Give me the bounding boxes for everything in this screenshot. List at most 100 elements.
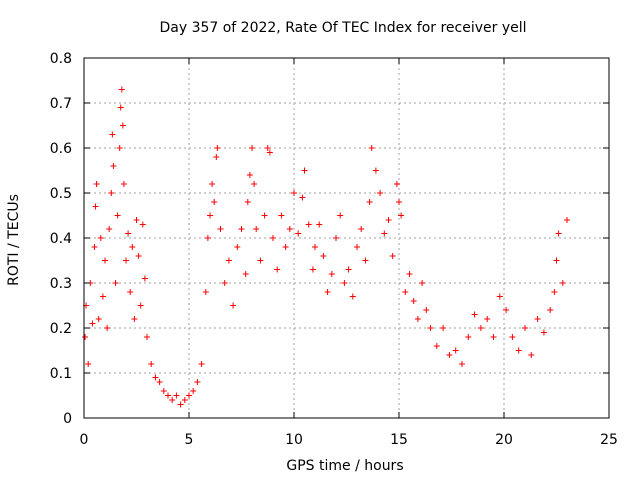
data-point <box>95 316 102 322</box>
data-point <box>249 145 255 151</box>
data-point <box>465 334 472 340</box>
data-point <box>393 181 400 187</box>
data-point <box>207 212 213 219</box>
data-point <box>135 253 142 259</box>
data-point <box>202 289 209 295</box>
x-tick-label: 10 <box>285 432 303 448</box>
data-point <box>127 289 134 295</box>
data-point <box>337 212 344 219</box>
data-point <box>309 266 316 273</box>
data-point <box>551 289 558 295</box>
x-tick-label: 5 <box>185 432 194 448</box>
data-points <box>82 86 570 408</box>
data-point <box>102 257 108 264</box>
data-point <box>137 302 144 309</box>
data-point <box>274 266 281 273</box>
data-point <box>160 388 167 394</box>
y-tick-label: 0.3 <box>50 276 72 292</box>
data-point <box>503 307 510 313</box>
data-point <box>82 334 89 340</box>
data-point <box>131 316 138 322</box>
data-point <box>349 293 356 300</box>
data-point <box>471 311 478 318</box>
data-point <box>118 86 125 93</box>
data-point <box>522 325 528 331</box>
data-point <box>534 316 541 322</box>
data-point <box>372 167 379 174</box>
data-point <box>93 181 100 187</box>
data-point <box>381 230 388 237</box>
data-point <box>92 203 99 210</box>
data-point <box>366 199 373 205</box>
data-point <box>433 343 440 349</box>
data-point <box>291 190 297 196</box>
data-point <box>264 145 271 151</box>
data-point <box>496 293 503 300</box>
data-point <box>341 280 348 286</box>
x-tick-label: 15 <box>390 432 408 448</box>
data-point <box>257 257 264 264</box>
data-point <box>406 271 413 277</box>
data-point <box>377 190 384 196</box>
data-point <box>109 131 116 138</box>
data-point <box>354 244 360 250</box>
data-point <box>104 325 111 331</box>
data-point <box>555 230 562 237</box>
data-point <box>385 217 392 223</box>
data-point <box>186 392 192 399</box>
y-tick-label: 0.5 <box>50 186 72 202</box>
data-point <box>490 334 497 340</box>
data-point <box>221 280 228 286</box>
data-point <box>301 167 308 174</box>
data-point <box>320 253 327 259</box>
data-point <box>564 217 570 223</box>
y-tick-label: 0.7 <box>50 96 72 112</box>
y-tick-label: 0.6 <box>50 141 72 157</box>
data-point <box>234 244 241 250</box>
y-tick-label: 0.2 <box>50 321 72 337</box>
data-point <box>119 122 126 129</box>
data-point <box>225 257 232 264</box>
data-point <box>559 280 566 286</box>
data-point <box>398 212 405 219</box>
data-point <box>305 221 312 228</box>
data-point <box>91 244 98 250</box>
data-point <box>484 316 491 322</box>
data-point <box>547 307 554 313</box>
data-point <box>282 244 289 250</box>
data-point <box>244 199 251 205</box>
data-point <box>509 334 516 340</box>
data-point <box>246 172 253 178</box>
data-point <box>312 244 318 250</box>
data-point <box>144 334 150 340</box>
data-point <box>266 149 273 156</box>
data-point <box>123 257 129 264</box>
data-point <box>108 190 115 196</box>
y-tick-label: 0.4 <box>50 231 72 247</box>
data-point <box>110 163 117 169</box>
x-tick-label: 20 <box>495 432 513 448</box>
data-point <box>389 253 396 259</box>
data-point <box>368 145 375 151</box>
data-point <box>152 374 159 381</box>
data-point <box>133 217 140 223</box>
data-point <box>299 194 306 201</box>
data-point <box>173 392 180 399</box>
data-point <box>362 257 369 264</box>
data-point <box>477 325 484 331</box>
data-point <box>181 397 188 403</box>
data-point <box>459 361 465 367</box>
x-axis-label: GPS time / hours <box>286 458 403 474</box>
data-point <box>345 266 352 273</box>
data-point <box>125 230 132 237</box>
data-point <box>89 320 96 327</box>
data-point <box>106 226 113 232</box>
data-point <box>328 271 335 277</box>
data-point <box>114 212 121 219</box>
data-point <box>97 235 104 241</box>
x-tick-label: 25 <box>600 432 618 448</box>
data-point <box>402 289 409 295</box>
data-point <box>242 271 249 277</box>
data-point <box>99 293 106 300</box>
